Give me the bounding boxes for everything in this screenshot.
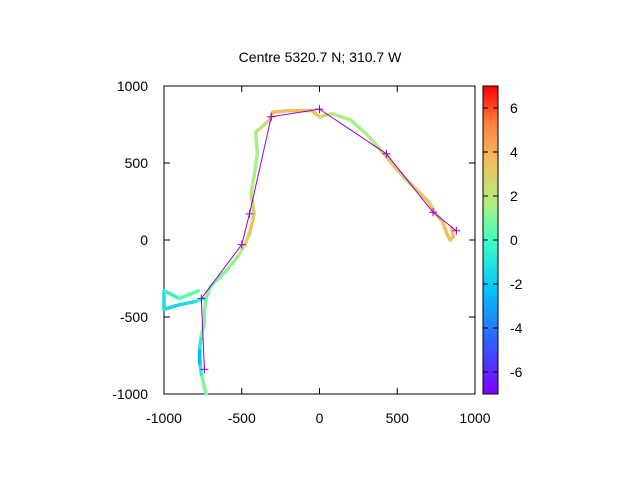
track-segment bbox=[440, 219, 449, 236]
colorbar-tick-label: 0 bbox=[510, 232, 518, 248]
track-segment bbox=[426, 199, 437, 215]
track-loop-segment bbox=[162, 289, 182, 301]
route-line bbox=[200, 108, 457, 370]
colorbar-tick-label: 6 bbox=[510, 100, 518, 116]
track-segment bbox=[348, 118, 368, 136]
track-segment bbox=[243, 232, 252, 247]
plot-frame bbox=[163, 85, 476, 395]
track-segment bbox=[253, 118, 272, 134]
colorbar-tick-label: -2 bbox=[510, 276, 523, 292]
route-point-marker bbox=[315, 105, 324, 114]
y-tick-label: 0 bbox=[140, 232, 148, 248]
colorbar-tick-label: 4 bbox=[510, 144, 518, 160]
track-segment bbox=[249, 173, 256, 196]
x-tick-label: 0 bbox=[316, 410, 324, 426]
track-segment bbox=[364, 131, 381, 150]
y-tick-label: 500 bbox=[125, 155, 149, 171]
route-point-marker bbox=[267, 112, 276, 121]
track-segment bbox=[317, 111, 334, 119]
colorbar-tick-label: -4 bbox=[510, 320, 523, 336]
colorbar-tick-label: 2 bbox=[510, 188, 518, 204]
track-segment bbox=[392, 164, 407, 181]
track-segment bbox=[384, 155, 396, 168]
route-point-marker bbox=[452, 226, 461, 235]
track-segment bbox=[252, 152, 260, 178]
x-tick-label: -1000 bbox=[146, 410, 182, 426]
track-segment bbox=[204, 284, 213, 301]
track-segment bbox=[236, 242, 247, 258]
track-segment bbox=[449, 225, 455, 239]
colorbar-axis: -6 -4 -2 0 2 4 6 bbox=[483, 100, 523, 380]
track-segment bbox=[224, 253, 241, 273]
track-segment bbox=[253, 130, 260, 156]
track-segment bbox=[249, 192, 256, 216]
track-segment bbox=[199, 372, 208, 396]
track-segment bbox=[330, 111, 353, 122]
route-point-marker bbox=[245, 209, 254, 218]
track-layer bbox=[162, 108, 455, 396]
x-tick-label: 1000 bbox=[459, 410, 490, 426]
route-point-marker bbox=[382, 149, 391, 158]
y-tick-label: 1000 bbox=[117, 78, 148, 94]
track-segment bbox=[247, 212, 256, 236]
y-tick-label: -1000 bbox=[112, 386, 148, 402]
track-loop-segment bbox=[177, 289, 200, 301]
track-segment bbox=[198, 333, 204, 350]
chart-title: Centre 5320.7 N; 310.7 W bbox=[239, 49, 402, 65]
x-axis: -1000 -500 0 500 1000 bbox=[146, 86, 491, 426]
colorbar-tick-label: -6 bbox=[510, 364, 523, 380]
track-loop-segment bbox=[162, 302, 182, 312]
track-segment bbox=[271, 108, 291, 114]
track-segment bbox=[414, 187, 431, 204]
y-axis: -1000 -500 0 500 1000 bbox=[112, 78, 475, 402]
route-point-marker bbox=[429, 208, 438, 217]
track-loop-segment bbox=[177, 299, 197, 307]
route-point-marker bbox=[237, 240, 246, 249]
x-tick-label: -500 bbox=[228, 410, 256, 426]
track-segment bbox=[208, 269, 228, 288]
track-segment bbox=[198, 361, 204, 376]
y-tick-label: -500 bbox=[120, 309, 148, 325]
route-point-marker bbox=[200, 365, 209, 374]
track-segment bbox=[202, 296, 208, 313]
route-point-marker bbox=[197, 294, 206, 303]
x-tick-label: 500 bbox=[386, 410, 410, 426]
route-layer bbox=[197, 105, 461, 374]
